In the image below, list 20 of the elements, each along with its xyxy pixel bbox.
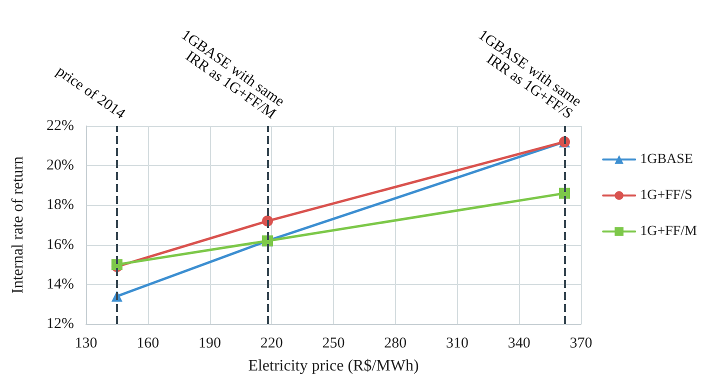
y-tick-label: 12%: [46, 316, 74, 332]
x-tick-label: 190: [198, 336, 221, 352]
y-axis-title: Internal rate of return: [10, 156, 26, 294]
x-tick-label: 250: [322, 336, 345, 352]
legend-label: 1GBASE: [640, 152, 693, 167]
x-tick-label: 220: [260, 336, 283, 352]
x-tick-label: 130: [74, 336, 98, 352]
x-tick-label: 370: [570, 336, 592, 352]
legend-label: 1G+FF/S: [640, 188, 692, 203]
legend-label: 1G+FF/M: [640, 224, 698, 239]
y-tick-label: 22%: [46, 118, 74, 134]
x-tick-label: 310: [446, 336, 468, 352]
x-axis-title: Eletricity price (R$/MWh): [248, 358, 419, 374]
y-tick-label: 20%: [46, 158, 74, 174]
y-tick-label: 18%: [46, 197, 74, 214]
x-tick-label: 340: [508, 336, 530, 352]
x-tick-label: 280: [384, 336, 407, 352]
x-tick-label: 160: [136, 336, 160, 352]
y-tick-label: 16%: [46, 236, 74, 253]
y-tick-label: 14%: [46, 276, 74, 292]
